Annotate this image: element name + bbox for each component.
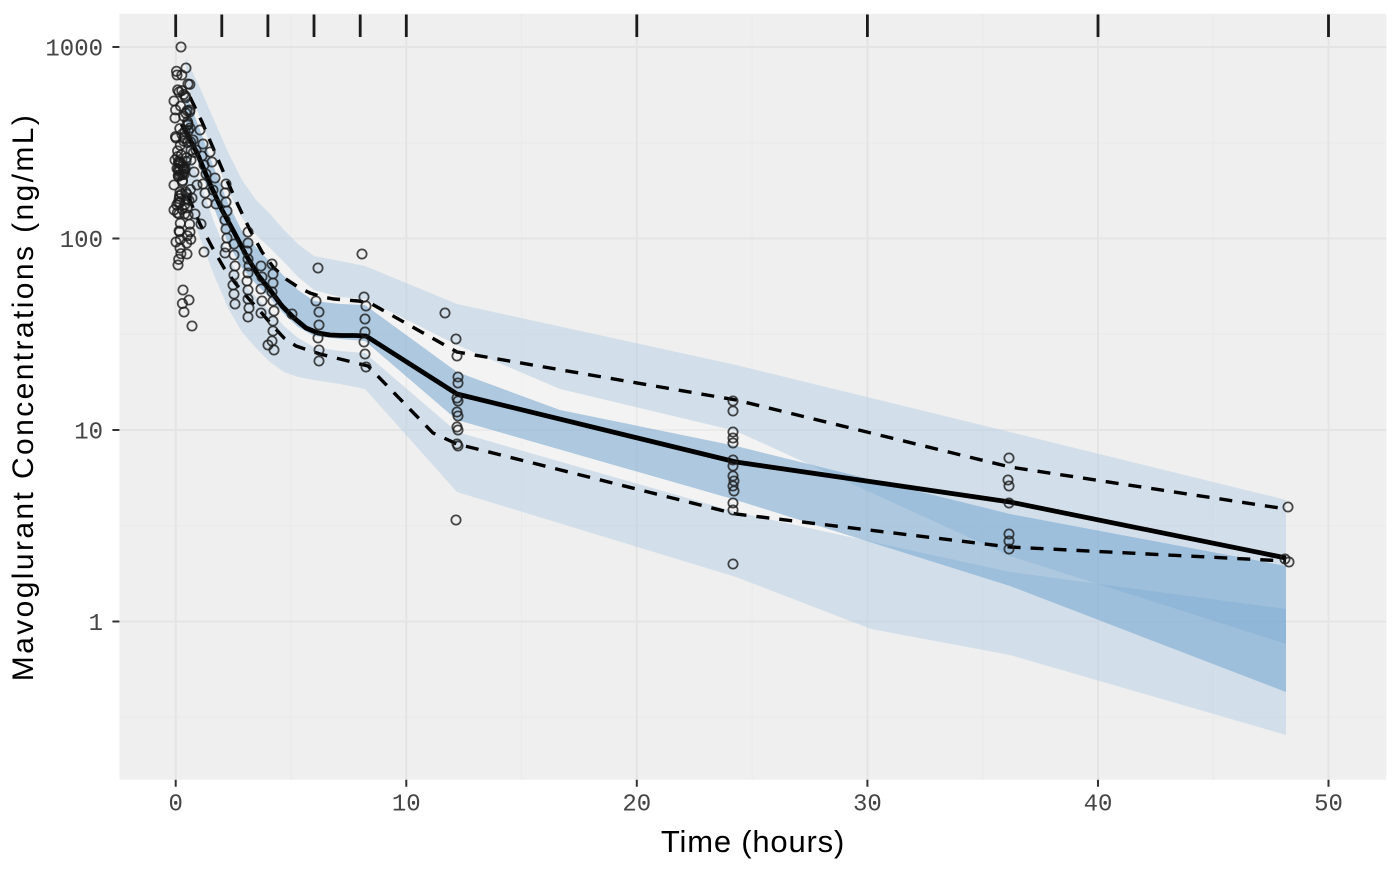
svg-text:10: 10	[392, 792, 421, 819]
svg-text:Mavoglurant Concentrations (ng: Mavoglurant Concentrations (ng/mL)	[7, 113, 40, 682]
svg-text:50: 50	[1314, 792, 1343, 819]
svg-text:Time (hours): Time (hours)	[661, 824, 845, 859]
svg-text:20: 20	[622, 792, 651, 819]
svg-text:1000: 1000	[45, 37, 103, 64]
svg-text:40: 40	[1084, 792, 1113, 819]
svg-text:0: 0	[168, 792, 182, 819]
svg-text:30: 30	[853, 792, 882, 819]
svg-text:10: 10	[74, 420, 103, 447]
svg-text:1: 1	[89, 611, 103, 638]
svg-text:100: 100	[60, 228, 103, 255]
